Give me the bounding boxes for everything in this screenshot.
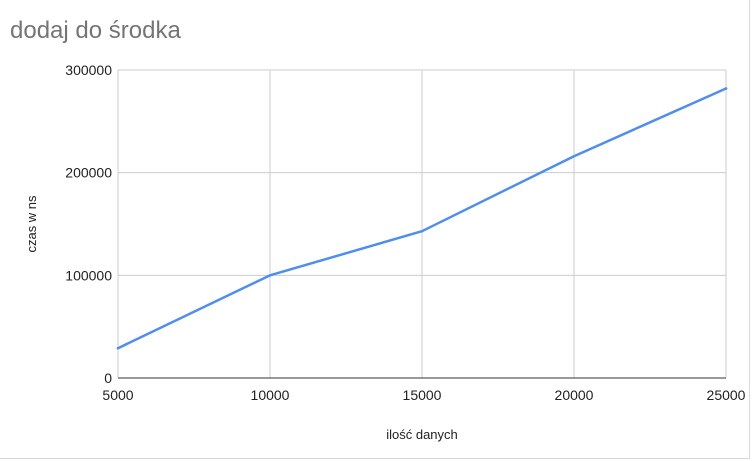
x-axis-title: ilość danych [386, 427, 458, 442]
data-point [420, 229, 424, 233]
x-tick-label: 20000 [555, 387, 594, 403]
axis-layer [117, 70, 726, 379]
data-point [572, 154, 576, 158]
grid-layer [118, 69, 727, 378]
y-tick-label: 300000 [65, 62, 112, 78]
series-layer [116, 87, 728, 350]
data-point [268, 274, 272, 277]
y-tick-label: 0 [104, 370, 112, 386]
x-tick-label: 5000 [102, 387, 133, 403]
y-tick-label: 100000 [65, 267, 112, 283]
y-axis-title: czas w ns [24, 195, 39, 253]
x-tick-label: 25000 [707, 387, 746, 403]
label-layer: 0 100000 200000 300000 5000 10000 15000 20000 25… [24, 62, 746, 442]
x-tick-label: 10000 [251, 387, 290, 403]
y-tick-label: 200000 [65, 165, 112, 181]
x-tick-label: 15000 [403, 387, 442, 403]
chart-title: dodaj do środka [10, 17, 181, 44]
data-point [116, 346, 120, 350]
data-point [724, 87, 728, 90]
